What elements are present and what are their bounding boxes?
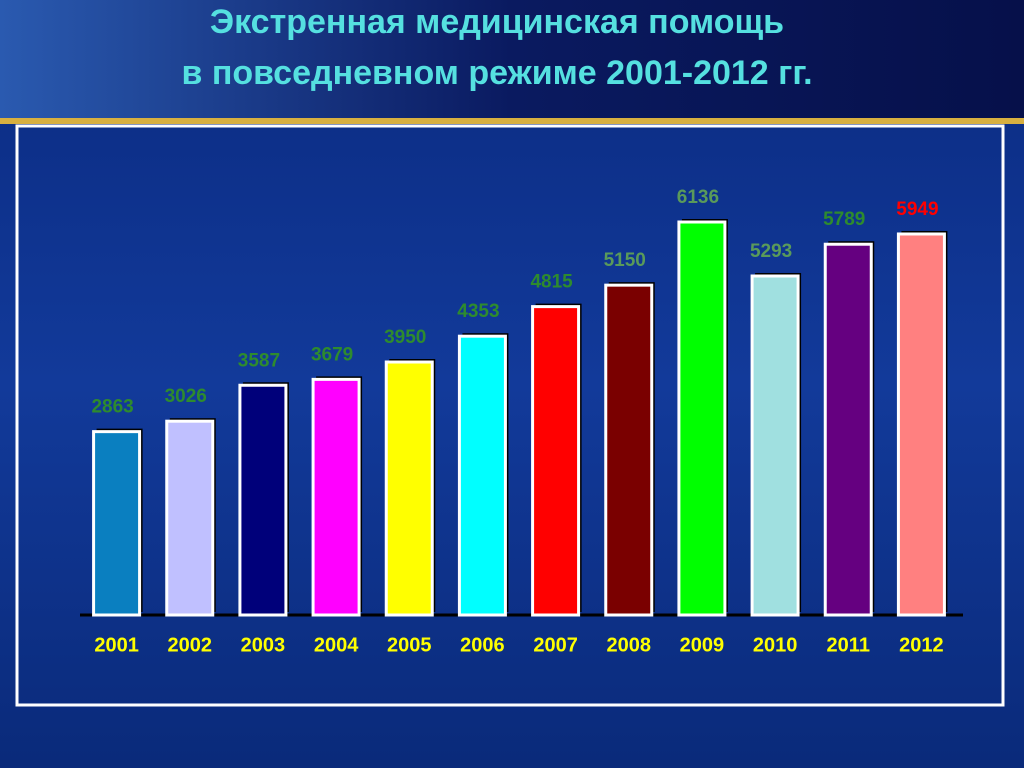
x-tick-label: 2003 [241,634,286,656]
value-label: 5150 [604,250,646,271]
bar [823,242,873,617]
chart-title: Экстренная медицинская помощь [210,3,784,41]
value-label: 5293 [750,241,792,262]
x-tick-label: 2011 [827,634,870,656]
value-label: 3026 [165,386,207,407]
x-tick-label: 2008 [607,634,652,656]
x-tick-label: 2012 [899,634,944,656]
value-label: 3587 [238,350,280,371]
x-tick-label: 2001 [94,634,139,656]
bar [384,360,434,617]
value-label: 4815 [530,272,573,293]
value-label: 3679 [311,344,353,365]
bar [677,220,727,617]
bar [92,430,142,617]
bar [750,274,800,617]
bar [531,305,581,617]
bar [311,377,361,617]
value-label: 5789 [823,209,865,230]
header-rule [0,118,1024,124]
value-label: 5949 [896,199,938,220]
x-tick-label: 2004 [314,634,359,656]
x-tick-label: 2006 [460,634,505,656]
value-label: 2863 [91,397,133,418]
plot-frame [15,124,1005,707]
bar [896,232,946,617]
x-tick-label: 2010 [753,634,798,656]
value-label: 3950 [384,327,426,348]
x-tick-label: 2009 [680,634,725,656]
value-label: 6136 [677,187,719,208]
header-band [0,0,1024,120]
x-tick-label: 2002 [168,634,213,656]
bar [165,419,215,617]
x-tick-label: 2007 [533,634,578,656]
bar [604,283,654,617]
value-label: 4353 [457,301,499,322]
bar [457,334,507,617]
chart-title: в повседневном режиме 2001-2012 гг. [181,54,812,92]
x-tick-label: 2005 [387,634,432,656]
bar [238,383,288,617]
